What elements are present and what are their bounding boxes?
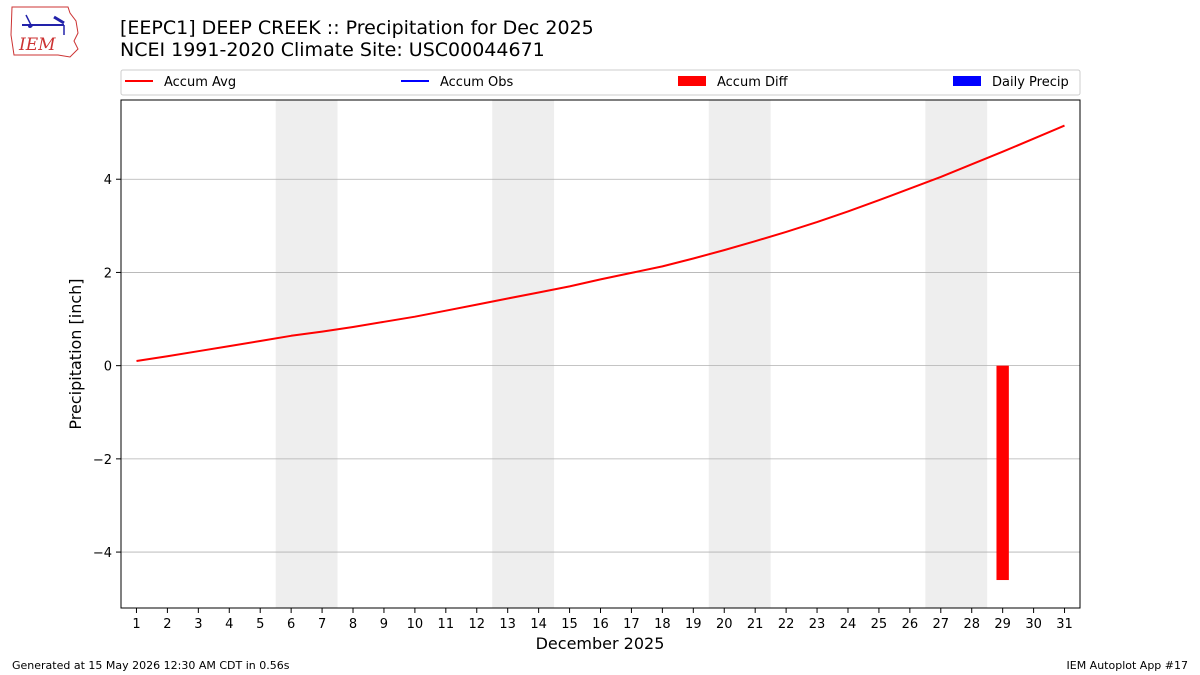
legend: Accum Avg Accum Obs Accum Diff Daily Precip [120,69,1081,96]
weekend-band-4 [925,100,988,608]
weekend-band-3 [708,100,771,608]
iem-logo-text: IEM [18,35,56,55]
x-axis: 1 2 3 4 5 6 7 8 9 10 11 12 13 14 15 16 17 18 19 20 21 22 23 24 2… [132,608,1073,632]
x-tick-label: 17 [623,617,640,632]
x-tick-label: 19 [685,617,702,632]
series-line-accum-avg [136,124,1065,362]
x-tick-label: 21 [747,617,764,632]
x-tick-label: 14 [530,617,547,632]
bar-accum-diff-day-29 [996,365,1009,581]
generated-timestamp: Generated at 15 May 2026 12:30 AM CDT in… [12,659,290,672]
y-tick-label: 0 [104,360,112,375]
x-tick-label: 5 [256,617,264,632]
legend-swatch-patch [953,76,981,86]
app-id: IEM Autoplot App #17 [1066,659,1189,672]
weekend-band-1 [275,100,338,608]
legend-box [120,69,1081,96]
x-tick-label: 23 [809,617,826,632]
x-tick-label: 1 [132,617,140,632]
x-tick-label: 28 [963,617,980,632]
series-lines [136,124,1065,362]
legend-label: Daily Precip [992,75,1069,90]
x-tick-label: 18 [654,617,671,632]
y-axis-label: Precipitation [inch] [66,278,85,429]
chart-title: [EEPC1] DEEP CREEK :: Precipitation for … [120,17,594,39]
x-tick-label: 8 [349,617,357,632]
y-axis: −4 −2 0 2 4 [93,173,121,561]
weekend-band-2 [492,100,555,608]
x-tick-label: 24 [840,617,857,632]
y-tick-label: 2 [104,266,112,281]
x-tick-label: 26 [902,617,919,632]
legend-label: Accum Obs [440,75,513,90]
x-tick-label: 3 [194,617,202,632]
accum-diff-bars [996,365,1009,581]
legend-label: Accum Diff [717,75,789,90]
x-tick-label: 10 [407,617,424,632]
iem-logo: IEM [10,6,79,58]
x-tick-label: 30 [1025,617,1042,632]
x-tick-label: 11 [438,617,455,632]
x-tick-label: 22 [778,617,795,632]
y-tick-label: −2 [93,453,112,468]
x-tick-label: 9 [380,617,388,632]
x-tick-label: 29 [994,617,1011,632]
x-tick-label: 27 [933,617,950,632]
x-tick-label: 13 [499,617,516,632]
weekend-shading [275,100,988,608]
legend-label: Accum Avg [164,75,236,90]
x-tick-label: 15 [561,617,578,632]
chart-subtitle: NCEI 1991-2020 Climate Site: USC00044671 [120,39,545,61]
legend-swatch-patch [678,76,706,86]
y-tick-label: 4 [104,173,112,188]
x-axis-label: December 2025 [536,634,665,653]
y-tick-label: −4 [93,546,112,561]
x-tick-label: 12 [468,617,485,632]
x-tick-label: 20 [716,617,733,632]
x-tick-label: 16 [592,617,609,632]
x-tick-label: 6 [287,617,295,632]
x-tick-label: 7 [318,617,326,632]
x-tick-label: 31 [1056,617,1073,632]
x-tick-label: 2 [163,617,171,632]
x-tick-label: 25 [871,617,888,632]
grid-lines [121,178,1080,553]
x-tick-label: 4 [225,617,233,632]
